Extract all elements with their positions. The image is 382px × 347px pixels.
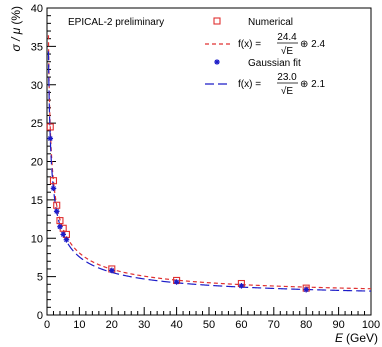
legend-fit-numerator-blue: 23.0 bbox=[277, 72, 297, 83]
marker-gaussian bbox=[303, 286, 309, 293]
x-tick-label: 30 bbox=[138, 319, 150, 331]
y-tick-label: 5 bbox=[37, 272, 43, 284]
x-axis-title: E (GeV) bbox=[335, 331, 378, 345]
marker-gaussian bbox=[173, 279, 180, 285]
legend-entry-gaussian: Gaussian fit bbox=[214, 58, 301, 69]
legend-marker-square bbox=[213, 17, 221, 25]
marker-gaussian bbox=[50, 185, 57, 192]
x-tick-label: 40 bbox=[170, 319, 182, 331]
y-tick-label: 20 bbox=[31, 157, 43, 169]
plot-frame bbox=[46, 7, 372, 316]
marker-gaussian bbox=[238, 283, 245, 289]
y-tick-label: 35 bbox=[31, 41, 43, 53]
marker-numerical bbox=[56, 217, 64, 225]
x-axis-unit: (GeV) bbox=[346, 331, 378, 345]
y-tick-label: 0 bbox=[37, 310, 43, 322]
legend-fit-denominator-red: √E bbox=[281, 45, 293, 57]
y-axis-ticks: 0 5 10 15 20 25 30 35 40 bbox=[31, 3, 56, 322]
y-tick-label: 15 bbox=[31, 195, 43, 207]
y-axis-unit: (%) bbox=[9, 6, 23, 25]
legend-entry-fit-gaussian: f(x) = 23.0 √E ⊕ 2.1 bbox=[205, 72, 325, 97]
x-tick-label: 60 bbox=[235, 319, 247, 331]
y-axis-title: σ / μ (%) bbox=[9, 6, 23, 51]
marker-gaussian bbox=[57, 223, 63, 230]
x-tick-label: 20 bbox=[106, 319, 118, 331]
marker-gaussian bbox=[109, 267, 115, 274]
legend: Numerical f(x) = 24.4 √E ⊕ 2.4 Gaussian … bbox=[205, 17, 325, 97]
x-tick-label: 100 bbox=[362, 319, 380, 331]
x-tick-label: 80 bbox=[300, 319, 312, 331]
legend-fit-prefix-blue: f(x) = bbox=[238, 79, 261, 90]
x-axis-symbol: E bbox=[335, 331, 344, 345]
data-markers bbox=[46, 123, 310, 293]
marker-gaussian bbox=[63, 236, 70, 243]
x-tick-label: 0 bbox=[44, 319, 50, 331]
y-tick-label: 10 bbox=[31, 233, 43, 245]
x-tick-label: 50 bbox=[203, 319, 215, 331]
x-tick-label: 10 bbox=[73, 319, 85, 331]
fit-curve-gaussian bbox=[47, 51, 371, 292]
legend-fit-prefix-red: f(x) = bbox=[238, 39, 261, 50]
x-tick-label: 70 bbox=[268, 319, 280, 331]
marker-numerical bbox=[53, 201, 61, 209]
marker-numerical bbox=[49, 177, 58, 185]
fit-curve-numerical bbox=[47, 35, 371, 290]
legend-fit-denominator-blue: √E bbox=[281, 85, 293, 97]
marker-gaussian bbox=[60, 231, 66, 238]
annotation-label: EPICAL-2 preliminary bbox=[68, 17, 164, 28]
legend-entry-numerical: Numerical bbox=[213, 17, 293, 28]
y-tick-label: 30 bbox=[31, 80, 43, 92]
y-axis-symbol: σ / μ bbox=[9, 27, 23, 51]
y-tick-label: 40 bbox=[31, 3, 43, 15]
y-tick-label: 25 bbox=[31, 118, 43, 130]
x-axis-ticks: 0 10 20 30 40 50 60 70 80 90 100 bbox=[44, 307, 380, 331]
fit-curves bbox=[47, 35, 371, 292]
plot-border bbox=[46, 7, 372, 316]
legend-fit-numerator-red: 24.4 bbox=[277, 32, 297, 43]
legend-label-gaussian: Gaussian fit bbox=[248, 58, 301, 69]
legend-label-numerical: Numerical bbox=[248, 17, 293, 28]
marker-gaussian bbox=[53, 208, 60, 215]
legend-fit-suffix-blue: ⊕ 2.1 bbox=[300, 79, 325, 90]
marker-numerical bbox=[46, 123, 54, 131]
marker-gaussian bbox=[47, 135, 54, 142]
legend-entry-fit-numerical: f(x) = 24.4 √E ⊕ 2.4 bbox=[205, 32, 325, 57]
x-tick-label: 90 bbox=[332, 319, 344, 331]
legend-fit-suffix-red: ⊕ 2.4 bbox=[300, 39, 325, 50]
legend-marker-star bbox=[214, 59, 220, 65]
